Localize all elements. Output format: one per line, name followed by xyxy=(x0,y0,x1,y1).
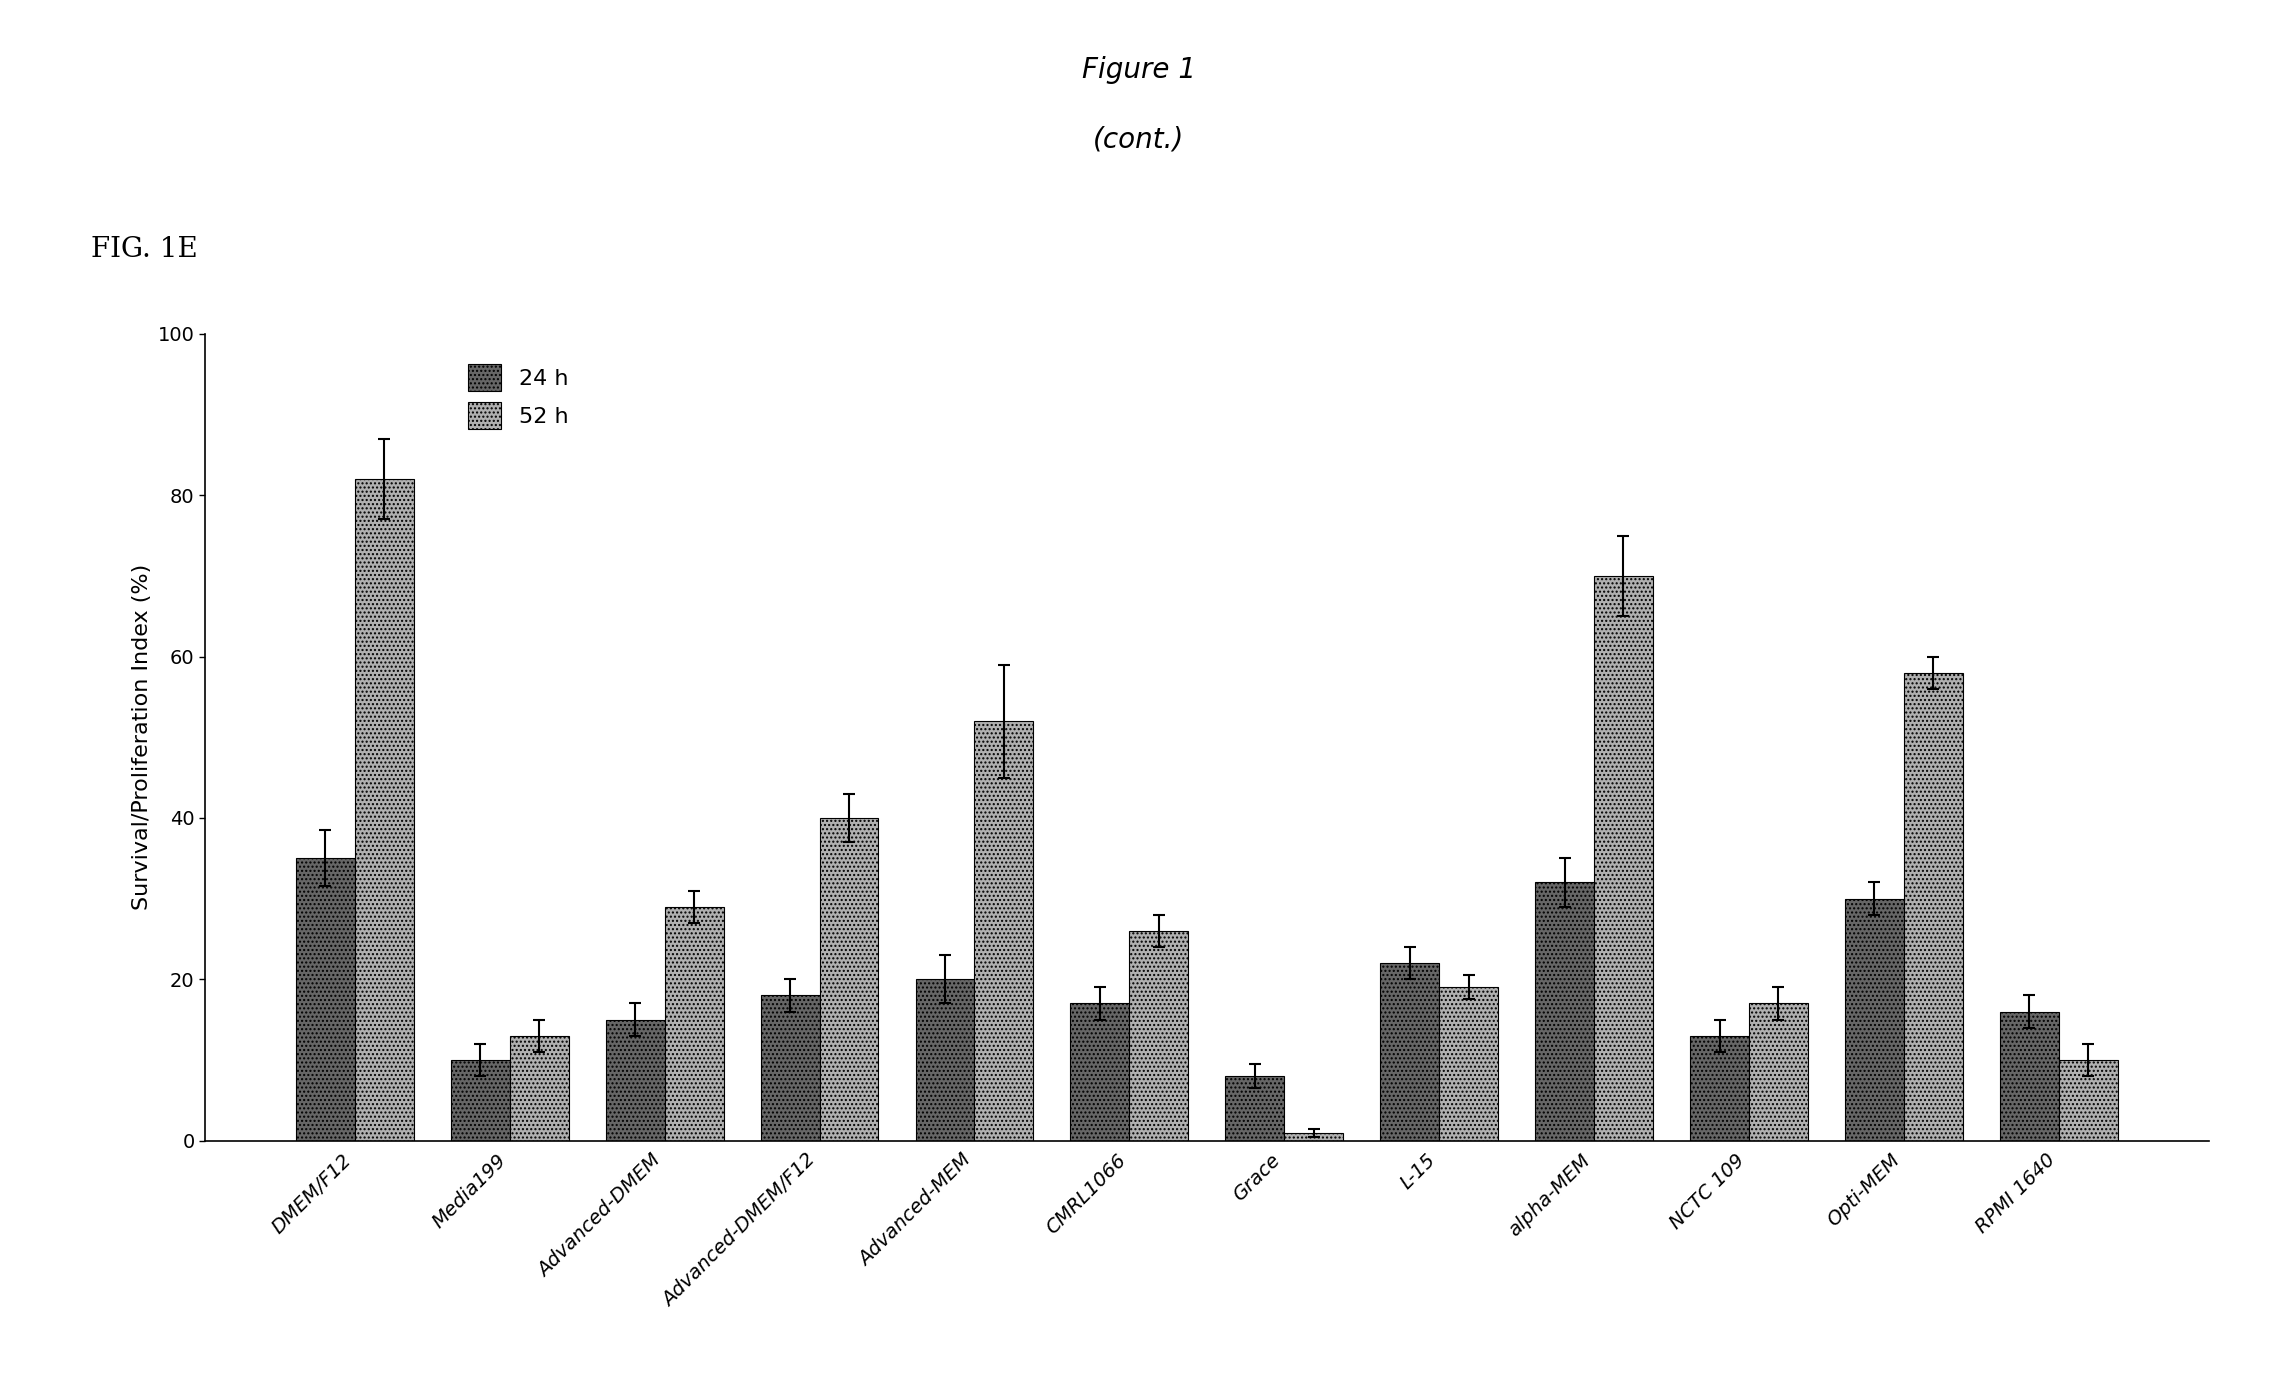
Bar xyxy=(510,1036,569,1141)
Bar xyxy=(1690,1036,1749,1141)
Bar xyxy=(1749,1003,1808,1141)
Bar xyxy=(1284,1132,1343,1141)
Bar xyxy=(1439,988,1498,1141)
Bar xyxy=(665,907,724,1141)
Bar xyxy=(355,479,414,1141)
Bar xyxy=(1844,899,1904,1141)
Text: Figure 1: Figure 1 xyxy=(1082,56,1195,83)
Bar xyxy=(915,979,975,1141)
Bar xyxy=(1225,1077,1284,1141)
Bar xyxy=(1594,576,1653,1141)
Legend: 24 h, 52 h: 24 h, 52 h xyxy=(455,353,578,441)
Bar xyxy=(820,818,879,1141)
Bar xyxy=(606,1020,665,1141)
Bar xyxy=(2058,1060,2118,1141)
Bar xyxy=(1999,1011,2058,1141)
Bar xyxy=(296,858,355,1141)
Bar xyxy=(1070,1003,1129,1141)
Bar xyxy=(451,1060,510,1141)
Text: FIG. 1E: FIG. 1E xyxy=(91,236,198,263)
Bar xyxy=(1904,673,1963,1141)
Bar xyxy=(1535,882,1594,1141)
Y-axis label: Survival/Proliferation Index (%): Survival/Proliferation Index (%) xyxy=(132,565,153,910)
Bar xyxy=(975,721,1034,1141)
Text: (cont.): (cont.) xyxy=(1093,125,1184,153)
Bar xyxy=(1129,931,1189,1141)
Bar xyxy=(1380,963,1439,1141)
Bar xyxy=(761,996,820,1141)
